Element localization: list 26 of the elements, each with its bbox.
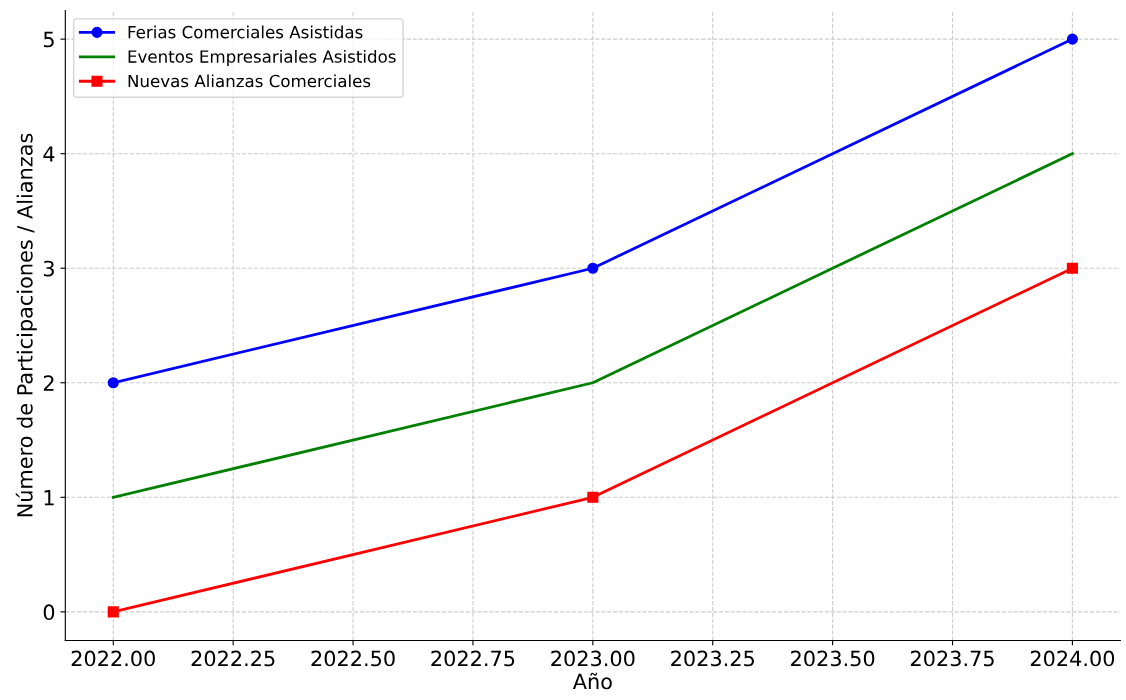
- x-tick-label: 2022.25: [191, 650, 275, 667]
- legend-label: Eventos Empresariales Asistidos: [128, 49, 396, 67]
- point: [107, 606, 119, 618]
- x-tick-label: 2022.00: [71, 650, 155, 667]
- point: [1066, 262, 1078, 274]
- point: [587, 262, 599, 274]
- legend-label: Nuevas Alianzas Comerciales: [128, 74, 371, 88]
- y-tick-label: 3: [43, 260, 54, 277]
- x-tick-label: 2024.00: [1030, 650, 1115, 667]
- point: [1066, 33, 1078, 45]
- y-tick-label: 2: [43, 375, 54, 391]
- x-tick-label: 2023.50: [791, 650, 875, 667]
- point: [587, 491, 599, 503]
- y-axis-title: Número de Participaciones / Alianzas: [15, 133, 37, 517]
- y-tick-label: 0: [43, 604, 55, 621]
- y-tick-label: 1: [44, 490, 54, 506]
- y-tick-label: 5: [43, 31, 54, 48]
- x-tick-label: 2023.75: [910, 650, 994, 667]
- y-tick-label: 4: [43, 146, 55, 162]
- x-tick-label: 2022.50: [311, 650, 395, 667]
- x-tick-label: 2022.75: [431, 650, 515, 667]
- x-tick-label: 2023.25: [671, 650, 754, 667]
- x-tick-label: 2023.00: [551, 650, 635, 667]
- point: [107, 377, 119, 389]
- legend-label: Ferias Comerciales Asistidas: [128, 25, 363, 39]
- x-axis-title: Año: [572, 672, 612, 690]
